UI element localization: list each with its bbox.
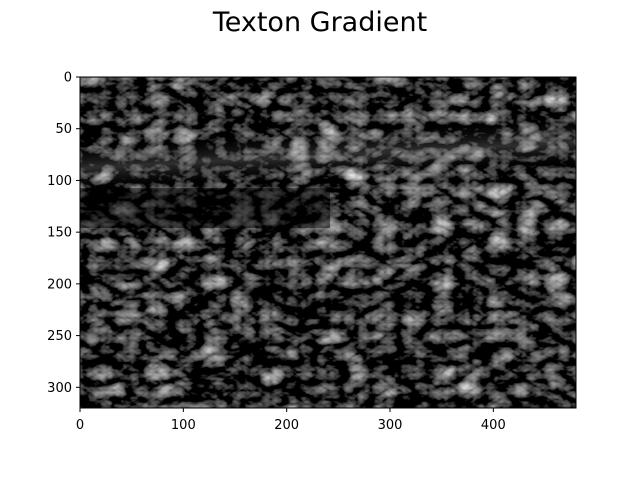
plot-frame [79, 76, 577, 409]
y-tick-label: 300 [47, 381, 72, 396]
y-tick-label: 50 [55, 122, 72, 137]
x-tick-label: 200 [274, 418, 299, 433]
y-axis: 0 50 100 150 200 250 300 [47, 71, 80, 396]
image-plot [79, 76, 577, 409]
y-tick-label: 150 [47, 226, 72, 241]
figure-title: Texton Gradient [212, 7, 427, 38]
x-tick-label: 300 [378, 418, 403, 433]
x-tick-label: 400 [481, 418, 506, 433]
highlight-band [79, 117, 577, 193]
y-tick-label: 200 [47, 277, 72, 292]
y-tick-label: 0 [64, 71, 72, 86]
x-axis: 0 100 200 300 400 [76, 408, 506, 433]
x-tick-label: 100 [171, 418, 196, 433]
x-tick-label: 0 [76, 418, 84, 433]
y-tick-label: 250 [47, 329, 72, 344]
y-tick-label: 100 [47, 174, 72, 189]
dark-band [80, 188, 330, 228]
